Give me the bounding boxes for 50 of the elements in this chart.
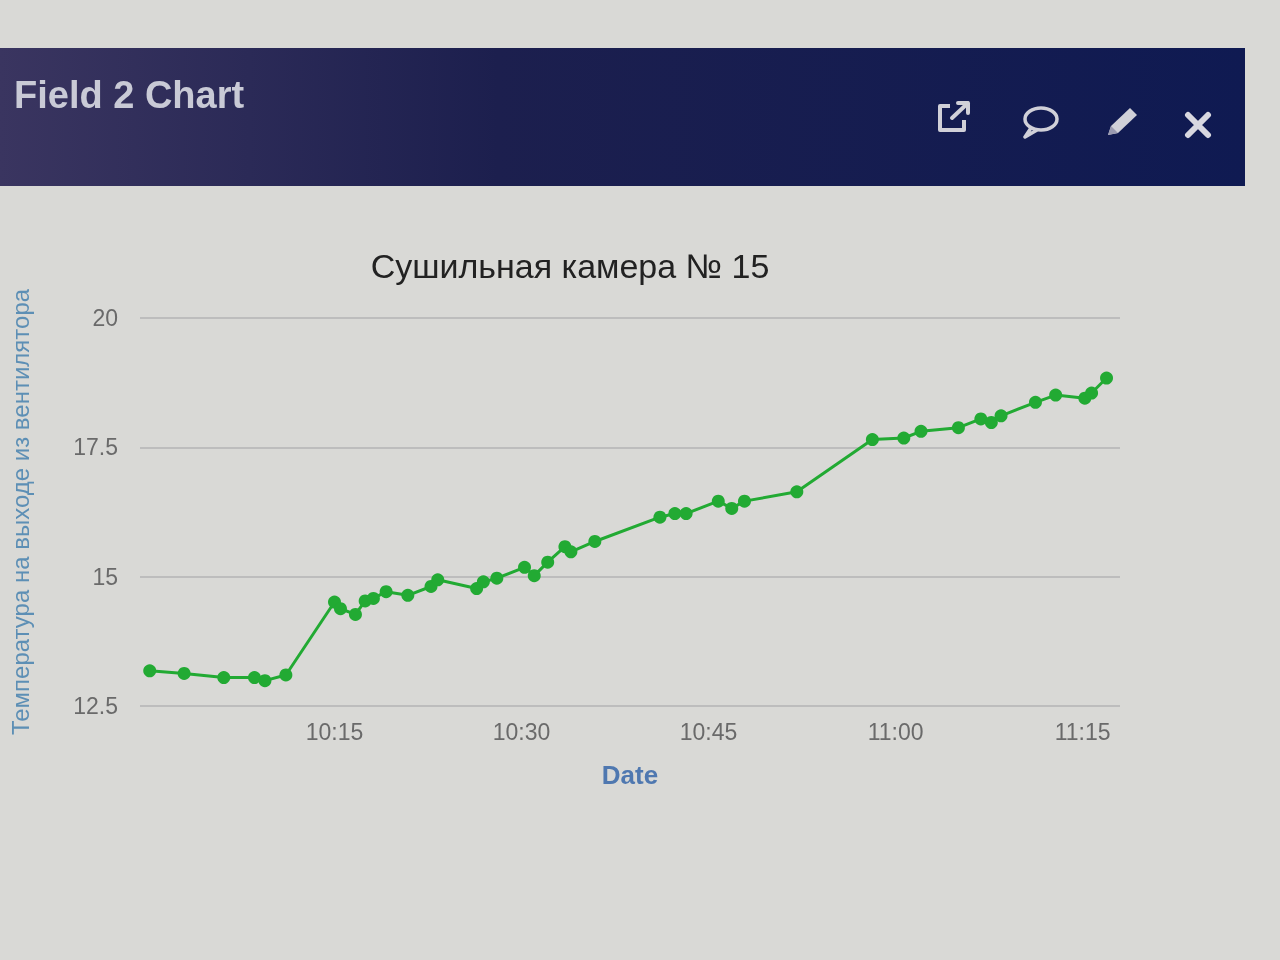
x-axis-title: Date	[601, 760, 659, 790]
point	[279, 668, 293, 682]
point	[431, 573, 445, 587]
text: Field 2 Chart	[14, 74, 245, 116]
point	[1028, 395, 1042, 409]
point	[790, 485, 804, 499]
point	[527, 569, 541, 583]
point	[541, 555, 555, 569]
x-tick-label: 10:15	[305, 718, 364, 745]
point	[974, 412, 988, 426]
chart-title: Сушильная камера № 15	[370, 247, 770, 285]
point	[679, 507, 693, 521]
point	[951, 421, 965, 435]
point	[217, 671, 231, 685]
point	[1085, 386, 1099, 400]
point	[476, 575, 490, 589]
point	[247, 671, 261, 685]
point	[994, 409, 1008, 423]
point	[518, 560, 532, 574]
point	[1049, 388, 1063, 402]
y-tick-label: 20	[92, 305, 118, 331]
point	[143, 664, 157, 678]
point	[366, 591, 380, 605]
point	[711, 494, 725, 508]
point	[379, 585, 393, 599]
point	[653, 510, 667, 524]
x-tick-label: 10:30	[492, 718, 551, 745]
point	[1100, 371, 1114, 385]
y-tick-label: 12.5	[73, 693, 118, 719]
y-tick-label: 15	[92, 563, 118, 590]
point	[177, 666, 191, 680]
y-tick-label: 17.5	[73, 434, 118, 461]
y-axis-title: Температура на выходе из вентилятора	[6, 288, 34, 736]
point	[258, 674, 272, 688]
x-tick-label: 11:15	[1054, 718, 1111, 745]
point	[897, 431, 911, 445]
point	[984, 416, 998, 429]
point	[668, 507, 682, 521]
x-tick-label: 10:45	[679, 718, 738, 745]
point	[737, 494, 751, 508]
point	[588, 534, 602, 548]
point	[334, 602, 347, 616]
point	[865, 433, 879, 447]
point	[914, 424, 928, 438]
point	[490, 571, 504, 585]
point	[564, 545, 578, 559]
point	[348, 607, 362, 621]
point	[725, 501, 739, 515]
x-tick-label: 11:00	[867, 718, 924, 745]
point	[401, 588, 415, 602]
